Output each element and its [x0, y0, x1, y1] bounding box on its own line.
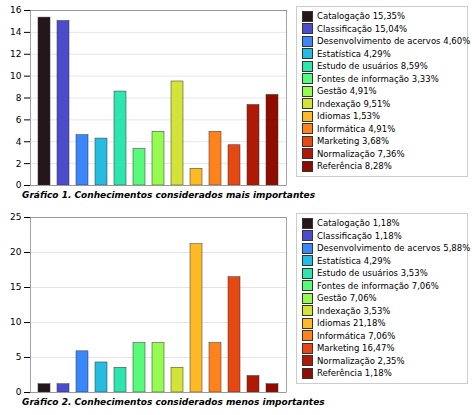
svg-text:4: 4	[16, 137, 22, 147]
html-text:Indexação 3,53%: Indexação 3,53%	[317, 305, 391, 316]
html-text:Marketing 16,47%: Marketing 16,47%	[317, 343, 395, 353]
html-text:Fontes de informação 3,33%: Fontes de informação 3,33%	[317, 73, 439, 84]
html-text:Idiomas 1,53%: Idiomas 1,53%	[317, 111, 381, 121]
svg-text:8: 8	[16, 93, 22, 103]
html-text:Classificação 15,04%: Classificação 15,04%	[317, 23, 408, 34]
html-text:Referência 8,28%: Referência 8,28%	[317, 161, 392, 171]
svg-text:16: 16	[10, 5, 22, 15]
html-text:Normalização 7,36%: Normalização 7,36%	[317, 148, 405, 159]
html-text:Gestão 7,06%: Gestão 7,06%	[317, 293, 377, 303]
html-text:Marketing 3,68%: Marketing 3,68%	[317, 136, 390, 146]
svg-text:0: 0	[16, 387, 22, 396]
html-text:Desenvolvimento de acervos 5,8: Desenvolvimento de acervos 5,88%	[317, 243, 471, 253]
svg-text:14: 14	[10, 27, 22, 37]
html-text:Catalogação 15,35%: Catalogação 15,35%	[317, 11, 405, 21]
html-text:Estatística 4,29%: Estatística 4,29%	[317, 255, 391, 266]
svg-text:12: 12	[10, 49, 21, 59]
html-text:Gráfico 1. Conhecimentos consi: Gráfico 1. Conhecimentos considerados ma…	[22, 190, 316, 200]
svg-text:10: 10	[10, 317, 22, 327]
svg-text:0: 0	[16, 180, 22, 189]
html-text:Estudo de usuários 3,53%: Estudo de usuários 3,53%	[317, 268, 428, 278]
svg-text:5: 5	[16, 352, 22, 362]
html-text:Informática 7,06%: Informática 7,06%	[317, 330, 396, 341]
html-text:Indexação 9,51%: Indexação 9,51%	[317, 98, 391, 109]
svg-text:20: 20	[10, 247, 22, 257]
html-text:Normalização 2,35%: Normalização 2,35%	[317, 355, 405, 366]
html-text:Desenvolvimento de acervos 4,6: Desenvolvimento de acervos 4,60%	[317, 36, 471, 46]
svg-text:25: 25	[10, 212, 21, 222]
svg-text:15: 15	[10, 282, 21, 292]
html-text:Catalogação 1,18%: Catalogação 1,18%	[317, 218, 400, 228]
html-text:Gráfico 2. Conhecimentos consi: Gráfico 2. Conhecimentos considerados me…	[22, 397, 325, 407]
svg-text:2: 2	[16, 159, 22, 169]
html-text:Classificação 1,18%: Classificação 1,18%	[317, 230, 402, 241]
html-text:Idiomas 21,18%: Idiomas 21,18%	[317, 318, 386, 328]
svg-text:6: 6	[16, 115, 22, 125]
html-text:Estatística 4,29%: Estatística 4,29%	[317, 48, 391, 59]
html-text:Fontes de informação 7,06%: Fontes de informação 7,06%	[317, 280, 439, 291]
html-text:Informática 4,91%: Informática 4,91%	[317, 123, 396, 134]
html-text:Referência 1,18%: Referência 1,18%	[317, 368, 392, 378]
html-text:Estudo de usuários 8,59%: Estudo de usuários 8,59%	[317, 61, 428, 71]
svg-text:10: 10	[10, 71, 22, 81]
html-text:Gestão 4,91%: Gestão 4,91%	[317, 86, 377, 96]
